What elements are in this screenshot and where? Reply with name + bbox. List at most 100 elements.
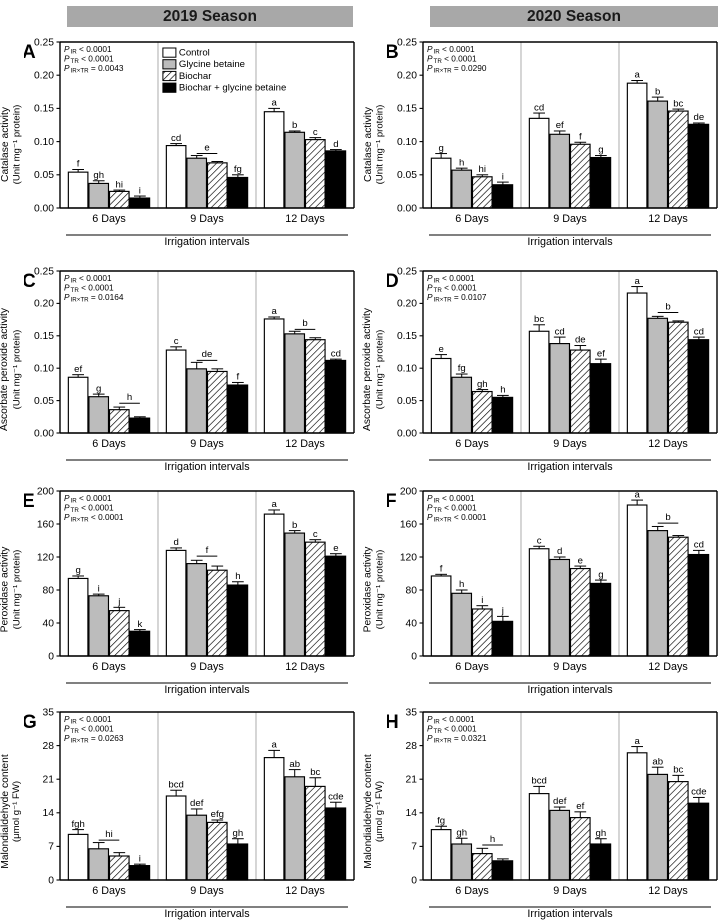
svg-text:def: def <box>553 796 567 807</box>
svg-text:gh: gh <box>477 379 488 390</box>
svg-text:E: E <box>24 491 35 512</box>
svg-text:7: 7 <box>411 842 417 853</box>
svg-text:hi: hi <box>479 164 486 175</box>
svg-text:g: g <box>75 565 80 576</box>
svg-text:28: 28 <box>406 741 418 752</box>
svg-text:0.20: 0.20 <box>34 71 54 82</box>
svg-text:i: i <box>139 853 141 864</box>
svg-text:120: 120 <box>37 552 54 563</box>
svg-text:ab: ab <box>652 756 663 767</box>
svg-text:80: 80 <box>43 585 55 596</box>
svg-text:f: f <box>579 131 582 142</box>
svg-text:21: 21 <box>43 775 55 786</box>
svg-text:cde: cde <box>328 791 343 802</box>
svg-text:f: f <box>206 545 209 556</box>
svg-text:ab: ab <box>289 759 300 770</box>
svg-text:Glycine betaine: Glycine betaine <box>179 59 245 70</box>
svg-text:j: j <box>117 597 120 608</box>
svg-text:e: e <box>438 344 443 355</box>
svg-text:0.20: 0.20 <box>397 299 417 310</box>
svg-text:b: b <box>302 318 307 329</box>
svg-text:40: 40 <box>406 618 418 629</box>
svg-text:0.10: 0.10 <box>397 137 417 148</box>
svg-text:9 Days: 9 Days <box>190 661 224 673</box>
svg-text:12 Days: 12 Days <box>285 213 325 225</box>
svg-text:hi: hi <box>105 829 112 840</box>
svg-text:ef: ef <box>576 801 584 812</box>
svg-text:9 Days: 9 Days <box>190 213 224 225</box>
svg-text:0.25: 0.25 <box>397 266 417 277</box>
svg-text:21: 21 <box>406 775 418 786</box>
svg-text:bc: bc <box>673 98 683 109</box>
svg-text:c: c <box>537 535 542 546</box>
svg-text:gh: gh <box>596 828 607 839</box>
svg-text:G: G <box>24 712 37 733</box>
svg-text:Biochar: Biochar <box>179 71 212 82</box>
svg-text:Control: Control <box>179 47 210 58</box>
svg-text:6 Days: 6 Days <box>455 438 489 450</box>
svg-text:d: d <box>173 537 178 548</box>
svg-text:fg: fg <box>234 164 242 175</box>
svg-text:f: f <box>440 564 443 575</box>
svg-text:Irrigation intervals: Irrigation intervals <box>164 908 250 920</box>
svg-text:9 Days: 9 Days <box>553 661 587 673</box>
svg-text:6 Days: 6 Days <box>92 213 126 225</box>
svg-text:cd: cd <box>694 326 704 337</box>
svg-text:de: de <box>575 335 586 346</box>
svg-text:12 Days: 12 Days <box>285 661 325 673</box>
svg-text:g: g <box>96 383 101 394</box>
svg-text:28: 28 <box>43 741 55 752</box>
svg-text:k: k <box>137 619 142 630</box>
svg-text:fg: fg <box>458 363 466 374</box>
svg-text:h: h <box>500 385 505 396</box>
svg-text:cde: cde <box>691 787 706 798</box>
svg-text:g: g <box>438 143 443 154</box>
svg-text:c: c <box>313 529 318 540</box>
svg-text:d: d <box>333 139 338 150</box>
svg-text:12 Days: 12 Days <box>285 885 325 897</box>
svg-text:12 Days: 12 Days <box>648 213 688 225</box>
svg-text:cd: cd <box>331 348 341 359</box>
svg-text:0.00: 0.00 <box>397 428 417 439</box>
svg-text:c: c <box>313 127 318 138</box>
svg-text:0: 0 <box>411 651 417 662</box>
svg-text:Irrigation intervals: Irrigation intervals <box>164 236 250 248</box>
svg-text:b: b <box>665 512 670 523</box>
svg-text:bc: bc <box>673 765 683 776</box>
svg-text:14: 14 <box>406 808 418 819</box>
svg-text:fg: fg <box>437 815 445 826</box>
svg-text:a: a <box>634 276 640 287</box>
svg-text:f: f <box>77 159 80 170</box>
svg-text:bcd: bcd <box>531 776 546 787</box>
svg-text:Irrigation intervals: Irrigation intervals <box>164 461 250 473</box>
svg-text:14: 14 <box>43 808 55 819</box>
svg-text:def: def <box>190 798 204 809</box>
svg-text:i: i <box>481 595 483 606</box>
svg-text:0.05: 0.05 <box>397 396 417 407</box>
svg-text:200: 200 <box>400 486 417 497</box>
svg-text:g: g <box>598 569 603 580</box>
svg-text:gh: gh <box>93 170 104 181</box>
svg-text:6 Days: 6 Days <box>92 438 126 450</box>
svg-text:6 Days: 6 Days <box>455 213 489 225</box>
svg-text:0.25: 0.25 <box>34 37 54 48</box>
svg-text:0.25: 0.25 <box>397 37 417 48</box>
svg-text:0: 0 <box>48 651 54 662</box>
svg-text:0.00: 0.00 <box>397 203 417 214</box>
svg-text:200: 200 <box>37 486 54 497</box>
svg-text:0.15: 0.15 <box>34 331 54 342</box>
svg-text:0.15: 0.15 <box>397 104 417 115</box>
svg-text:6 Days: 6 Days <box>455 885 489 897</box>
svg-text:9 Days: 9 Days <box>190 885 224 897</box>
svg-text:H: H <box>387 712 399 733</box>
svg-text:i: i <box>502 171 504 182</box>
svg-text:b: b <box>292 520 297 531</box>
svg-text:0.15: 0.15 <box>397 331 417 342</box>
svg-text:a: a <box>271 306 277 317</box>
svg-text:F: F <box>387 491 397 512</box>
svg-text:a: a <box>271 98 277 109</box>
svg-text:6 Days: 6 Days <box>92 661 126 673</box>
svg-text:b: b <box>655 86 660 97</box>
svg-text:12 Days: 12 Days <box>648 438 688 450</box>
svg-text:D: D <box>387 271 399 292</box>
